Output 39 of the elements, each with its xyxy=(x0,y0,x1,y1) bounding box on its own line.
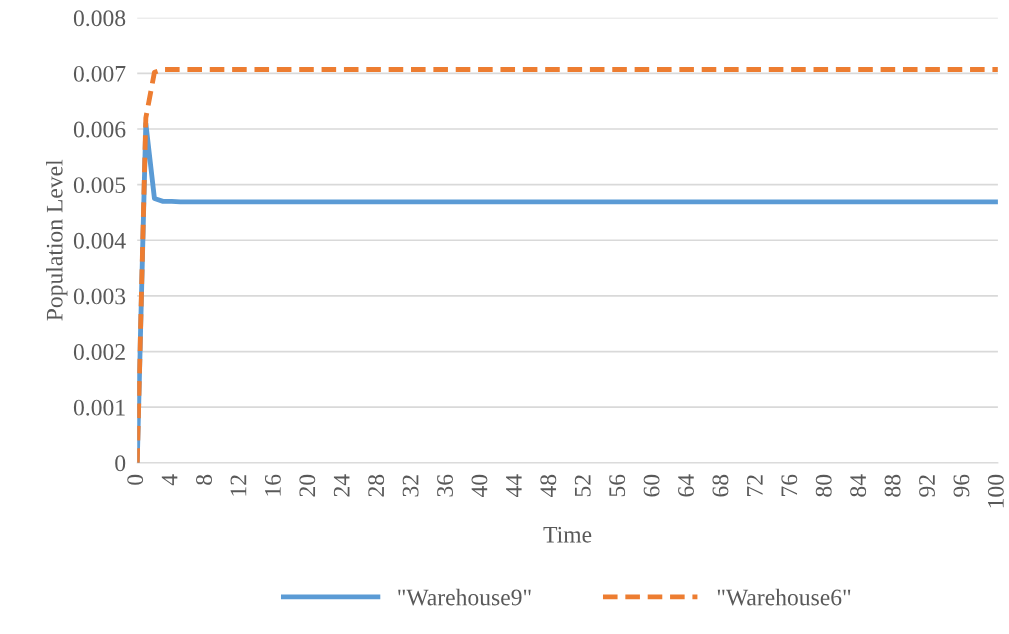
x-tick-label: 24 xyxy=(333,474,350,497)
y-tick-label: 0.001 xyxy=(73,399,125,416)
x-tick-label: 48 xyxy=(540,474,557,498)
x-tick-label: 52 xyxy=(574,475,591,497)
y-tick-label: 0.008 xyxy=(73,10,126,27)
y-tick-label: 0.004 xyxy=(73,232,126,249)
y-tick-label: 0.006 xyxy=(73,121,126,138)
x-tick-label: 0 xyxy=(127,474,144,485)
x-tick-label: 76 xyxy=(781,474,798,496)
y-axis-title: Population Level xyxy=(46,159,68,321)
x-tick-label: 88 xyxy=(884,474,901,497)
x-tick-label: 28 xyxy=(368,474,385,497)
x-tick-label: 8 xyxy=(196,474,212,485)
legend-label: "Warehouse9" xyxy=(398,588,531,606)
x-tick-label: 96 xyxy=(953,474,970,497)
x-tick-label: 36 xyxy=(437,474,453,497)
x-tick-label: 60 xyxy=(643,474,660,497)
x-tick-label: 20 xyxy=(299,474,316,497)
x-tick-label: 100 xyxy=(987,474,1004,508)
x-tick-label: 84 xyxy=(850,474,867,497)
x-tick-label: 12 xyxy=(230,475,247,496)
x-tick-label: 64 xyxy=(678,474,694,497)
x-tick-label: 16 xyxy=(264,474,281,496)
x-tick-label: 56 xyxy=(609,474,626,497)
y-tick-label: 0.002 xyxy=(73,344,125,361)
x-tick-label: 44 xyxy=(506,474,522,498)
x-axis-title: Time xyxy=(543,526,592,543)
x-tick-label: 4 xyxy=(161,474,178,486)
x-tick-label: 40 xyxy=(471,474,488,498)
x-tick-label: 68 xyxy=(712,474,729,497)
y-tick-label: 0.005 xyxy=(73,177,126,194)
y-tick-label: 0.007 xyxy=(73,65,126,82)
y-tick-label: 0.003 xyxy=(73,288,126,305)
x-tick-label: 92 xyxy=(919,475,935,497)
x-tick-label: 72 xyxy=(746,475,763,496)
x-tick-label: 80 xyxy=(815,474,832,497)
legend-label: "Warehouse6" xyxy=(717,588,851,606)
x-tick-label: 32 xyxy=(402,475,419,497)
y-tick-label: 0 xyxy=(115,455,126,472)
